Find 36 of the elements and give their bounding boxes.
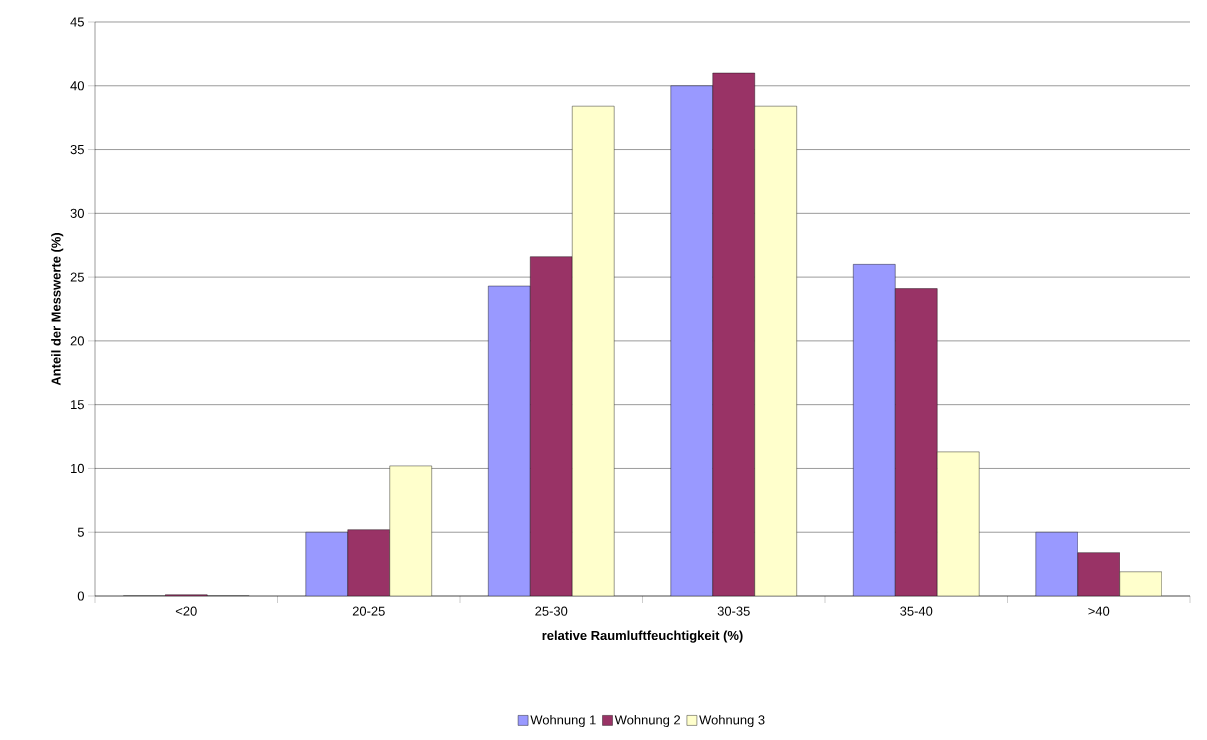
bar [895, 288, 938, 596]
x-tick-label: >40 [1088, 606, 1110, 616]
bar [389, 465, 432, 596]
y-axis-title: Anteil der Messwerte (%) [51, 233, 64, 386]
legend-label: Wohnung 2 [614, 714, 681, 728]
x-tick-label: 35-40 [900, 606, 933, 616]
y-tick-label: 15 [71, 400, 84, 410]
bar [853, 264, 896, 596]
y-tick-label: 30 [70, 208, 84, 218]
bar [1035, 532, 1078, 596]
bar [1077, 552, 1120, 596]
x-axis-title: relative Raumluftfeuchtigkeit (%) [542, 630, 743, 643]
y-tick-label: 40 [70, 81, 84, 91]
bar [572, 105, 615, 596]
y-tick-label: 45 [70, 17, 84, 27]
y-tick-label: 5 [77, 527, 84, 537]
bar [1119, 571, 1162, 596]
bar [488, 285, 531, 596]
y-tick-label: 35 [70, 144, 84, 155]
bar [712, 72, 755, 596]
y-tick-label: 0 [77, 591, 84, 601]
bar [347, 529, 390, 596]
y-tick-label: 10 [71, 463, 84, 474]
y-tick-label: 20 [70, 336, 84, 346]
bar [305, 532, 348, 596]
bar [670, 85, 713, 596]
x-tick-label: 30-35 [717, 606, 750, 616]
bar [754, 105, 797, 596]
x-tick-label: 25-30 [535, 606, 568, 616]
bar [530, 256, 573, 596]
x-tick-label: 20-25 [352, 606, 385, 616]
legend-label: Wohnung 3 [699, 714, 765, 728]
legend-label: Wohnung 1 [530, 714, 596, 728]
x-tick-label: <20 [175, 606, 197, 616]
bar [937, 451, 980, 596]
y-tick-label: 25 [70, 272, 84, 282]
